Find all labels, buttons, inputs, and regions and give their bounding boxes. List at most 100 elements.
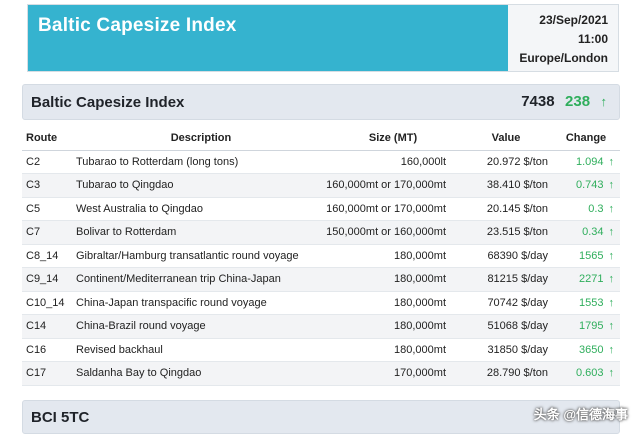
up-arrow-icon: ↑ [608,226,615,239]
banner-title: Baltic Capesize Index [28,5,508,71]
change-cell: 0.603 ↑ [552,361,620,386]
value-cell: 23.515 $/ton [460,220,552,245]
description-cell: Continent/Mediterranean trip China-Japan [68,267,326,292]
table-row[interactable]: C17 Saldanha Bay to Qingdao 170,000mt 28.79… [22,361,620,386]
index-change: 238 [565,93,591,110]
up-arrow-icon: ↑ [608,155,615,168]
banner-meta: 23/Sep/2021 11:00 Europe/London [508,5,618,71]
route-cell: C3 [22,173,68,198]
footer-title: BCI 5TC [31,409,90,426]
value-cell: 51068 $/day [460,314,552,339]
size-cell: 170,000mt [326,361,460,386]
change-value: 1795 [579,320,604,333]
size-cell: 160,000mt or 170,000mt [326,197,460,221]
value-cell: 31850 $/day [460,338,552,362]
description-cell: Saldanha Bay to Qingdao [68,361,326,386]
up-arrow-icon: ↑ [608,343,615,356]
change-cell: 1565 ↑ [552,244,620,268]
header-description: Description [68,126,326,151]
banner-date: 23/Sep/2021 [539,13,608,27]
change-cell: 0.743 ↑ [552,173,620,198]
description-cell: Tubarao to Rotterdam (long tons) [68,150,326,174]
table-row[interactable]: C9_14 Continent/Mediterranean trip China-… [22,267,620,292]
route-cell: C2 [22,150,68,174]
index-summary: 7438 238 ↑ [521,93,607,111]
description-cell: Gibraltar/Hamburg transatlantic round vo… [68,244,326,268]
size-cell: 150,000mt or 160,000mt [326,220,460,245]
size-cell: 180,000mt [326,314,460,339]
change-value: 1.094 [575,155,604,168]
up-arrow-icon: ↑ [608,179,615,192]
index-banner: Baltic Capesize Index 23/Sep/2021 11:00 … [27,4,619,72]
change-cell: 3650 ↑ [552,338,620,362]
table-row[interactable]: C5 West Australia to Qingdao 160,000mt or … [22,197,620,221]
size-cell: 180,000mt [326,244,460,268]
section-title: Baltic Capesize Index [31,93,185,111]
route-cell: C5 [22,197,68,221]
size-cell: 160,000mt or 170,000mt [326,173,460,198]
value-cell: 38.410 $/ton [460,173,552,198]
route-cell: C17 [22,361,68,386]
value-cell: 28.790 $/ton [460,361,552,386]
value-cell: 20.145 $/ton [460,197,552,221]
banner-timezone: Europe/London [519,51,608,65]
change-cell: 1795 ↑ [552,314,620,339]
table-row[interactable]: C8_14 Gibraltar/Hamburg transatlantic rou… [22,244,620,268]
change-cell: 1553 ↑ [552,291,620,315]
change-value: 1565 [579,249,604,262]
up-arrow-icon: ↑ [600,94,608,109]
value-cell: 70742 $/day [460,291,552,315]
size-cell: 160,000lt [326,150,460,174]
header-route: Route [22,126,68,151]
table-row[interactable]: C10_14 China-Japan transpacific round voy… [22,291,620,315]
up-arrow-icon: ↑ [608,273,615,286]
description-cell: Bolivar to Rotterdam [68,220,326,245]
index-value: 7438 [521,93,555,110]
value-cell: 20.972 $/ton [460,150,552,174]
value-cell: 68390 $/day [460,244,552,268]
size-cell: 180,000mt [326,338,460,362]
description-cell: Tubarao to Qingdao [68,173,326,198]
change-value: 0.34 [582,226,604,239]
route-cell: C14 [22,314,68,339]
banner-time: 11:00 [577,32,608,46]
change-value: 0.743 [575,179,604,192]
change-cell: 1.094 ↑ [552,150,620,174]
header-change: Change [552,126,620,151]
table-row[interactable]: C2 Tubarao to Rotterdam (long tons) 160,00… [22,150,620,174]
section-header-bci[interactable]: Baltic Capesize Index 7438 238 ↑ [22,84,620,120]
change-value: 2271 [579,273,604,286]
up-arrow-icon: ↑ [608,202,615,215]
table-row[interactable]: C7 Bolivar to Rotterdam 150,000mt or 160,0… [22,220,620,245]
up-arrow-icon: ↑ [608,249,615,262]
up-arrow-icon: ↑ [608,296,615,309]
route-cell: C10_14 [22,291,68,315]
table-row[interactable]: C16 Revised backhaul 180,000mt 31850 $/day 3… [22,338,620,362]
watermark: 头条 @信德海事 [533,407,628,422]
change-value: 0.603 [575,367,604,380]
route-cell: C8_14 [22,244,68,268]
size-cell: 180,000mt [326,291,460,315]
up-arrow-icon: ↑ [608,367,615,380]
header-value: Value [460,126,552,151]
change-value: 0.3 [588,202,604,215]
description-cell: China-Japan transpacific round voyage [68,291,326,315]
change-cell: 0.34 ↑ [552,220,620,245]
up-arrow-icon: ↑ [608,320,615,333]
description-cell: West Australia to Qingdao [68,197,326,221]
section-header-bci-5tc[interactable]: BCI 5TC [22,400,620,434]
table-header-row: Route Description Size (MT) Value Change [22,126,620,151]
header-size: Size (MT) [326,126,460,151]
size-cell: 180,000mt [326,267,460,292]
table-row[interactable]: C14 China-Brazil round voyage 180,000mt 510… [22,314,620,339]
route-cell: C7 [22,220,68,245]
route-cell: C9_14 [22,267,68,292]
route-cell: C16 [22,338,68,362]
description-cell: Revised backhaul [68,338,326,362]
change-value: 3650 [579,343,604,356]
value-cell: 81215 $/day [460,267,552,292]
table-row[interactable]: C3 Tubarao to Qingdao 160,000mt or 170,000… [22,173,620,198]
change-cell: 0.3 ↑ [552,197,620,221]
description-cell: China-Brazil round voyage [68,314,326,339]
change-value: 1553 [579,296,604,309]
